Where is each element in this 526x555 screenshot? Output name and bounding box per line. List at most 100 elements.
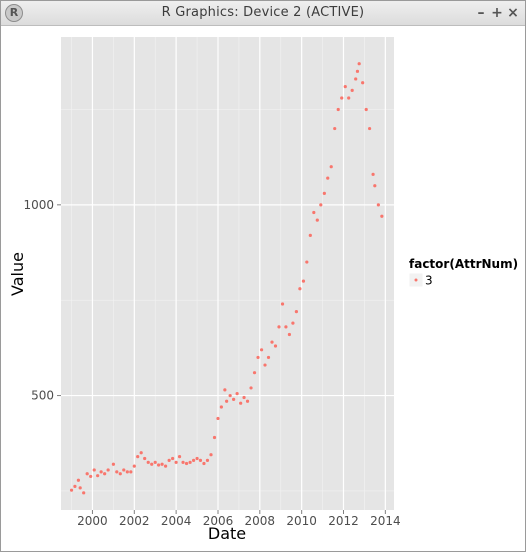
x-axis-ticks: 2000 2002 2004 2006 2008 2010 2012 2014: [77, 510, 401, 528]
data-point: [266, 355, 271, 360]
data-point: [284, 325, 288, 329]
legend-entry-label: 3: [425, 274, 433, 288]
data-point: [305, 260, 309, 264]
data-point: [76, 478, 81, 482]
close-button[interactable]: ×: [507, 5, 519, 21]
data-point: [96, 474, 100, 478]
x-tick-label: 2000: [77, 514, 108, 528]
data-point: [92, 468, 96, 472]
data-point: [294, 310, 299, 314]
x-axis-title: Date: [208, 524, 246, 543]
x-tick-label: 2006: [203, 514, 234, 528]
maximize-button[interactable]: +: [491, 5, 503, 21]
data-point: [85, 472, 89, 476]
data-point: [153, 460, 157, 464]
data-point: [191, 458, 196, 463]
data-point: [146, 460, 150, 464]
data-point: [82, 491, 86, 495]
x-tick-label: 2014: [370, 514, 401, 528]
data-point: [239, 401, 243, 405]
x-tick-label: 2012: [328, 514, 359, 528]
data-point: [336, 107, 340, 112]
data-point: [312, 210, 316, 215]
data-point: [322, 191, 326, 195]
y-tick-label: 500: [31, 389, 54, 403]
data-point: [361, 81, 365, 85]
data-point: [195, 456, 199, 461]
window-title: R Graphics: Device 2 (ACTIVE): [161, 5, 365, 20]
data-point: [139, 451, 143, 455]
data-point: [315, 218, 319, 222]
legend: factor(AttrNum) 3: [408, 257, 518, 288]
data-point: [319, 203, 323, 207]
y-axis-title: Value: [8, 252, 27, 296]
data-point: [354, 77, 358, 81]
data-point: [371, 172, 375, 176]
data-point: [205, 458, 210, 463]
x-tick-label: 2010: [286, 514, 317, 528]
data-point: [122, 468, 126, 472]
data-point: [249, 386, 253, 390]
data-point: [103, 472, 107, 476]
data-point: [298, 287, 302, 291]
minor-gridlines: [61, 37, 394, 510]
data-point: [184, 461, 189, 466]
data-point: [277, 325, 281, 329]
data-point: [69, 488, 74, 492]
data-point: [280, 302, 285, 306]
data-point: [245, 399, 250, 403]
data-point: [73, 484, 77, 488]
data-point: [291, 321, 295, 325]
data-point: [111, 462, 116, 466]
data-point: [202, 461, 206, 466]
minimize-button[interactable]: –: [477, 5, 485, 21]
data-point: [225, 399, 229, 403]
data-point: [78, 486, 82, 490]
data-point: [350, 88, 354, 93]
major-gridlines: [61, 37, 394, 510]
data-point: [368, 126, 372, 131]
data-point: [209, 453, 213, 457]
data-point: [270, 340, 274, 344]
data-point: [326, 176, 330, 180]
data-point: [380, 214, 384, 218]
data-point: [263, 363, 267, 367]
data-point: [171, 456, 175, 461]
legend-title: factor(AttrNum): [409, 257, 518, 271]
data-point: [333, 126, 337, 131]
plot-panel: [61, 37, 394, 510]
data-point: [329, 165, 333, 169]
data-point: [308, 233, 312, 237]
data-point: [174, 460, 178, 464]
data-point: [376, 203, 380, 207]
data-point: [242, 395, 246, 400]
y-axis-ticks: 500 1000: [23, 198, 61, 403]
plot-canvas: 2000 2002 2004 2006 2008 2010 2012 2014 500 1000…: [1, 26, 525, 551]
data-point: [163, 464, 168, 468]
data-point: [167, 458, 171, 463]
data-point: [198, 458, 203, 463]
data-point: [216, 416, 220, 421]
data-point: [150, 462, 154, 466]
data-point: [340, 96, 344, 100]
data-point: [143, 456, 147, 461]
r-app-icon: R: [5, 4, 23, 22]
x-tick-label: 2004: [161, 514, 192, 528]
data-point: [343, 84, 347, 89]
data-point: [129, 470, 133, 474]
data-point: [156, 463, 161, 467]
data-point: [136, 454, 140, 459]
data-point: [219, 405, 223, 409]
data-point: [228, 393, 232, 398]
y-tick-label: 1000: [23, 198, 54, 212]
title-bar[interactable]: R R Graphics: Device 2 (ACTIVE) – + ×: [1, 1, 525, 26]
data-point: [364, 107, 368, 112]
data-point: [252, 371, 257, 375]
data-point: [235, 392, 239, 396]
data-point: [181, 460, 185, 464]
data-point: [355, 69, 360, 73]
data-point: [177, 454, 182, 459]
data-point: [212, 435, 217, 440]
data-point: [287, 332, 292, 337]
